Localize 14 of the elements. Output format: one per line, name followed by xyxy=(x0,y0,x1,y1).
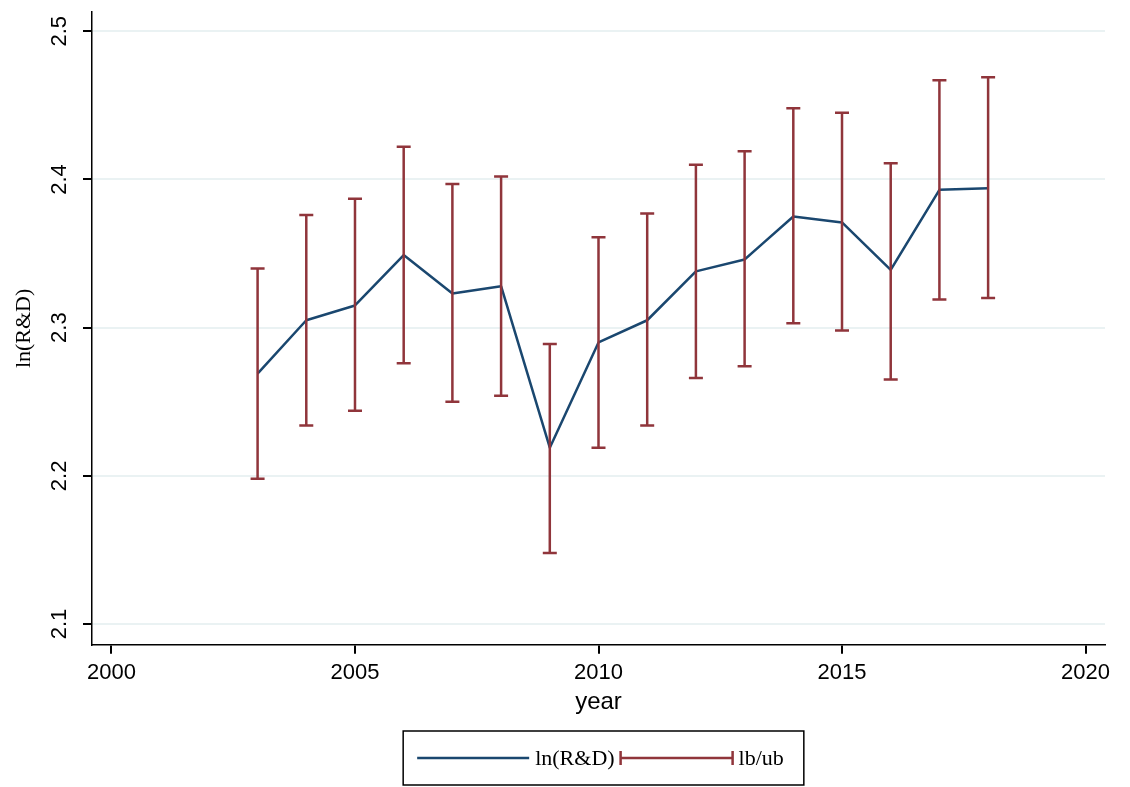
x-tick-label: 2015 xyxy=(817,659,867,685)
x-tick-label: 2005 xyxy=(330,659,380,685)
y-tick-label: 2.1 xyxy=(46,608,72,640)
y-tick-label: 2.2 xyxy=(46,460,72,492)
x-tick-label: 2000 xyxy=(87,659,136,685)
y-tick-label: 2.4 xyxy=(46,164,72,195)
x-axis-title: year xyxy=(575,687,622,715)
y-tick-label: 2.5 xyxy=(46,15,72,47)
y-tick-label: 2.3 xyxy=(46,312,72,343)
x-tick-label: 2020 xyxy=(1061,659,1110,685)
x-tick-label: 2010 xyxy=(574,659,623,685)
text: ln(R&D) xyxy=(535,744,615,770)
legend-label: lb/ub xyxy=(738,744,784,770)
y-axis-title: ln(R&D) xyxy=(9,288,35,369)
